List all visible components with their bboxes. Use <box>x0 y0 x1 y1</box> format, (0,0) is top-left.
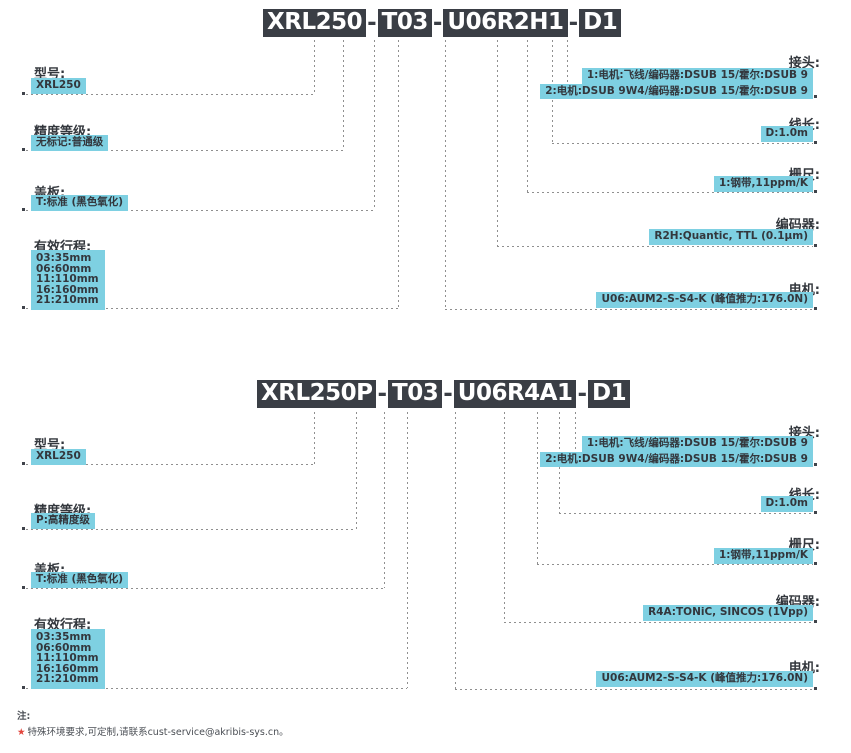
model-code-title-1: XRL250 - T03 - U06R2H1 - D1 <box>263 9 622 37</box>
line-end-dot <box>22 148 25 151</box>
line-end-dot <box>22 92 25 95</box>
connector-hline <box>26 688 407 689</box>
field-label-connector: 接头: <box>788 56 820 71</box>
line-end-dot <box>814 95 817 98</box>
field-value-connector: 1:电机:飞线/编码器:DSUB 15/霍尔:DSUB 9 2:电机:DSUB … <box>540 68 813 100</box>
connector-vline <box>537 412 538 564</box>
code-segment-model: XRL250P <box>257 380 377 408</box>
field-value-stroke: 03:35mm 06:60mm 11:110mm 16:160mm 21:210… <box>31 250 105 310</box>
field-value-model: XRL250 <box>31 449 86 465</box>
connector-vline <box>567 40 568 97</box>
connector-hline <box>552 143 813 144</box>
connector-hline <box>26 150 343 151</box>
field-value-motor: U06:AUM2-S-S4-K (峰值推力:176.0N) <box>596 292 813 308</box>
connector-hline <box>26 588 384 589</box>
connector-vline <box>314 40 315 94</box>
code-segment-cover-stroke: T03 <box>388 380 443 408</box>
line-end-dot <box>814 562 817 565</box>
code-segment-model: XRL250 <box>263 9 367 37</box>
line-end-dot <box>814 463 817 466</box>
line-end-dot <box>22 208 25 211</box>
line-end-dot <box>814 687 817 690</box>
line-end-dot <box>814 141 817 144</box>
connector-vline <box>356 412 357 529</box>
connector-vline <box>575 412 576 465</box>
code-hyphen: - <box>443 380 453 407</box>
connector-vline <box>527 40 528 192</box>
field-value-connector: 1:电机:飞线/编码器:DSUB 15/霍尔:DSUB 9 2:电机:DSUB … <box>540 436 813 468</box>
connector-vline <box>504 412 505 622</box>
line-end-dot <box>22 686 25 689</box>
line-end-dot <box>814 307 817 310</box>
line-end-dot <box>22 462 25 465</box>
code-segment-motor-encoder: U06R4A1 <box>453 380 577 408</box>
field-value-cable-length: D:1.0m <box>760 496 813 512</box>
special-note-star-icon: ★ <box>17 727 26 738</box>
connector-vline <box>314 412 315 464</box>
line-end-dot <box>814 620 817 623</box>
field-value-cover: T:标准 (黑色氧化) <box>31 572 129 588</box>
field-value-motor: U06:AUM2-S-S4-K (峰值推力:176.0N) <box>596 671 813 687</box>
connector-hline <box>26 464 314 465</box>
field-value-accuracy: 无标记:普通级 <box>31 135 109 151</box>
connector-vline <box>374 40 375 210</box>
connector-vline <box>497 40 498 246</box>
connector-hline <box>455 689 813 690</box>
line-end-dot <box>22 527 25 530</box>
code-hyphen: - <box>568 9 579 36</box>
field-value-stroke: 03:35mm 06:60mm 11:110mm 16:160mm 21:210… <box>31 629 105 689</box>
code-segment-cable: D1 <box>588 380 631 408</box>
connector-hline <box>497 246 813 247</box>
connector-hline <box>26 529 356 530</box>
code-hyphen: - <box>367 9 377 36</box>
field-value-accuracy: P:高精度级 <box>31 513 95 529</box>
field-value-encoder: R2H:Quantic, TTL (0.1μm) <box>649 229 813 245</box>
field-value-model: XRL250 <box>31 78 86 94</box>
code-hyphen: - <box>432 9 443 36</box>
connector-vline <box>398 40 399 308</box>
field-value-cover: T:标准 (黑色氧化) <box>31 195 129 211</box>
code-segment-cover-stroke: T03 <box>377 9 432 37</box>
connector-vline <box>407 412 408 688</box>
connector-hline <box>26 210 374 211</box>
line-end-dot <box>814 511 817 514</box>
connector-hline <box>26 308 398 309</box>
connector-hline <box>445 309 813 310</box>
line-end-dot <box>22 586 25 589</box>
field-value-cable-length: D:1.0m <box>760 126 813 142</box>
line-end-dot <box>814 190 817 193</box>
code-hyphen: - <box>377 380 388 407</box>
connector-hline <box>537 564 813 565</box>
line-end-dot <box>814 244 817 247</box>
connector-hline <box>559 513 813 514</box>
code-segment-cable: D1 <box>579 9 622 37</box>
field-value-scale: 1:钢带,11ppm/K <box>713 548 813 564</box>
connector-vline <box>455 412 456 689</box>
connector-hline <box>504 622 813 623</box>
special-note-text: 特殊环境要求,可定制,请联系cust-service@akribis-sys.c… <box>27 727 289 738</box>
note-text: ★ 特殊环境要求,可定制,请联系cust-service@akribis-sys.… <box>17 724 289 738</box>
field-value-encoder: R4A:TONiC, SINCOS (1Vpp) <box>643 605 813 621</box>
connector-hline <box>527 192 813 193</box>
field-value-scale: 1:钢带,11ppm/K <box>713 176 813 192</box>
connector-vline <box>445 40 446 309</box>
connector-vline <box>343 40 344 150</box>
model-code-title-2: XRL250P - T03 - U06R4A1 - D1 <box>257 380 631 408</box>
code-segment-motor-encoder: U06R2H1 <box>443 9 568 37</box>
line-end-dot <box>22 306 25 309</box>
connector-vline <box>384 412 385 588</box>
code-hyphen: - <box>577 380 588 407</box>
note-label: 注: <box>17 711 31 722</box>
connector-hline <box>26 94 314 95</box>
